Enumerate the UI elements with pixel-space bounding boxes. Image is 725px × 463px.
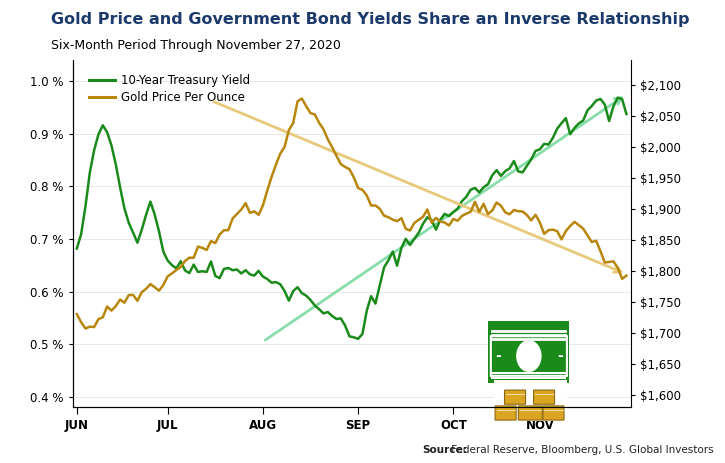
Legend: 10-Year Treasury Yield, Gold Price Per Ounce: 10-Year Treasury Yield, Gold Price Per O…: [84, 69, 254, 108]
Text: Federal Reserve, Bloomberg, U.S. Global Investors: Federal Reserve, Bloomberg, U.S. Global …: [449, 444, 714, 455]
Text: Source:: Source:: [422, 444, 467, 455]
Text: Six-Month Period Through November 27, 2020: Six-Month Period Through November 27, 20…: [51, 39, 341, 52]
Text: Gold Price and Government Bond Yields Share an Inverse Relationship: Gold Price and Government Bond Yields Sh…: [51, 12, 689, 26]
